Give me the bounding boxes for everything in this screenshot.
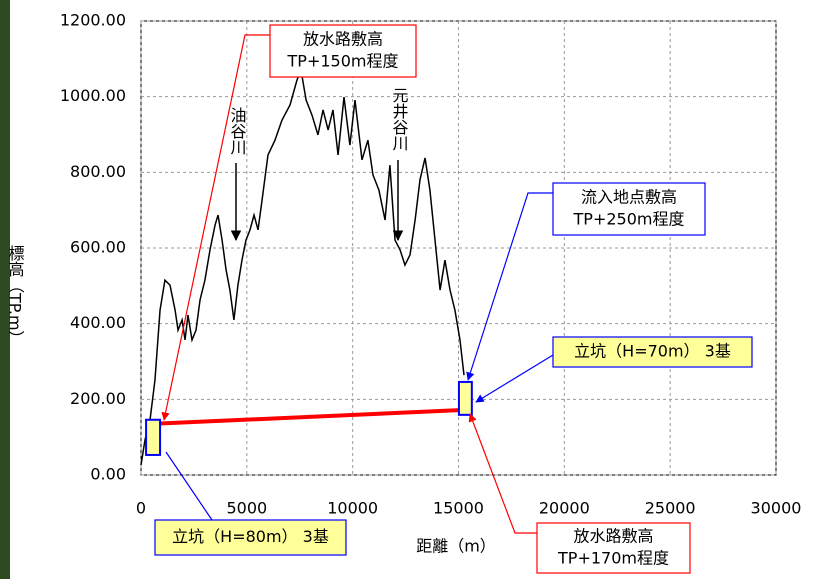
annotation-text: 放水路敷高 [573,527,653,546]
x-tick-label: 0 [136,499,146,518]
profile-line [140,67,465,466]
annotation-box [552,182,706,236]
leader-line [468,413,537,534]
y-tick-label: 1000.00 [60,86,126,105]
x-tick-label: 5000 [226,499,267,518]
leader-line [165,451,213,521]
annotation-box [269,24,417,78]
annotation-box [154,519,347,556]
annotation-text: 立坑（H=80m） 3基 [172,527,329,546]
y-tick-label: 200.00 [70,389,126,408]
x-axis-label: 距離（m） [416,537,496,556]
leader-line [475,354,554,403]
annotation-box [552,336,753,368]
annotation-text: TP+250m程度 [573,210,685,229]
tunnel-line [151,407,465,426]
leader-line [466,192,553,381]
river-label: 元井谷川 [390,87,409,151]
y-axis-label: 標高（TP.m） [6,245,25,347]
y-tick-label: 1200.00 [60,11,126,30]
annotation-text: 放水路敷高 [303,30,383,49]
x-tick-label: 30000 [751,499,802,518]
y-tick-label: 600.00 [70,238,126,257]
annotation-text: 立坑（H=70m） 3基 [574,342,731,361]
x-tick-label: 20000 [539,499,590,518]
river-label: 油谷川 [228,107,247,155]
x-tick-label: 25000 [645,499,696,518]
y-tick-label: 0.00 [90,465,126,484]
x-tick-label: 10000 [327,499,378,518]
x-tick-label: 15000 [433,499,484,518]
annotation-box [536,522,691,574]
annotation-text: TP+150m程度 [287,52,399,71]
y-tick-label: 800.00 [70,162,126,181]
shaft [145,418,162,456]
annotation-text: TP+170m程度 [557,549,669,568]
map-strip [0,0,10,579]
shaft [457,380,473,416]
y-tick-label: 400.00 [70,313,126,332]
annotation-text: 流入地点敷高 [581,188,677,207]
leader-line [161,34,270,421]
